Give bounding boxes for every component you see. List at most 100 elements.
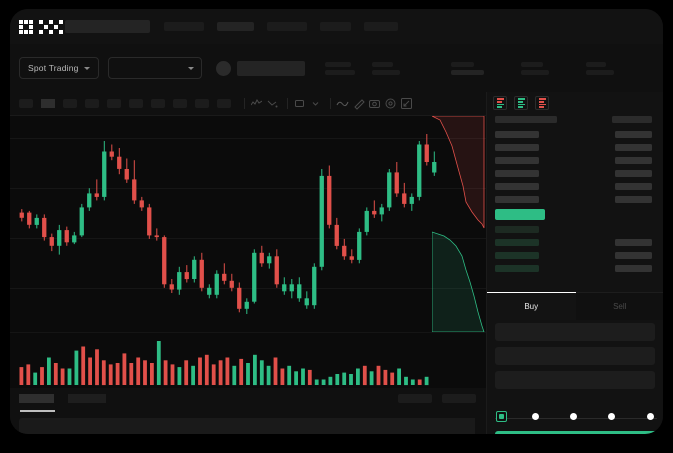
nav-item-0[interactable]	[164, 22, 204, 31]
stat-2	[450, 61, 484, 75]
tab-order-history[interactable]	[68, 394, 106, 403]
nav-item-4[interactable]	[364, 22, 398, 31]
pair-avatar	[215, 60, 231, 76]
orders-actions	[398, 394, 476, 403]
orders-action-1[interactable]	[442, 394, 476, 403]
timeframe-button-1[interactable]	[41, 99, 55, 108]
stat-label	[585, 61, 606, 67]
ask-row-size	[615, 183, 652, 190]
orders-panel	[10, 388, 486, 434]
tab-buy[interactable]: Buy	[487, 292, 576, 320]
template-icon[interactable]	[293, 97, 306, 110]
ask-row-price[interactable]	[495, 131, 539, 138]
ask-row-price[interactable]	[495, 170, 539, 177]
bid-row-price[interactable]	[495, 265, 539, 272]
pair-dropdown[interactable]	[107, 57, 202, 79]
nav-item-2[interactable]	[267, 22, 307, 31]
order-amount-field[interactable]	[495, 347, 655, 365]
toolbar-divider	[244, 98, 245, 109]
nav-item-3[interactable]	[320, 22, 351, 31]
tab-sell[interactable]: Sell	[575, 292, 663, 320]
ask-row-price[interactable]	[495, 144, 539, 151]
gridline	[10, 288, 486, 289]
orderbook-header-size	[612, 116, 652, 123]
candlestick-chart[interactable]	[10, 116, 486, 332]
timeframe-button-0[interactable]	[19, 99, 33, 108]
bid-row-price[interactable]	[495, 226, 539, 233]
stat-value	[450, 69, 484, 75]
stat-value	[520, 69, 549, 75]
wave-icon[interactable]	[336, 97, 349, 110]
chevron-down-icon	[83, 66, 90, 70]
depth-chart-overlay	[432, 116, 486, 332]
stat-label	[450, 61, 474, 67]
sub-header: Spot Trading	[10, 44, 663, 92]
settings-icon[interactable]	[384, 97, 397, 110]
dropdown-icon[interactable]	[309, 97, 322, 110]
ask-row-size	[615, 144, 652, 151]
stat-1	[371, 61, 400, 75]
bid-row-size	[615, 239, 652, 246]
step-dot-3[interactable]	[570, 413, 577, 420]
fullscreen-icon[interactable]	[400, 97, 413, 110]
depth-bid-area	[432, 231, 485, 332]
stat-value	[371, 69, 400, 75]
orderbook-bids-icon[interactable]	[514, 96, 528, 110]
step-dot-5[interactable]	[647, 413, 654, 420]
depth-ask-area	[432, 116, 485, 229]
timeframe-button-2[interactable]	[63, 99, 77, 108]
volume-series	[19, 341, 429, 386]
submit-order-button[interactable]	[495, 431, 657, 434]
camera-icon[interactable]	[368, 97, 381, 110]
market-type-dropdown[interactable]: Spot Trading	[19, 57, 99, 79]
step-dot-4[interactable]	[608, 413, 615, 420]
orderbook[interactable]	[487, 116, 663, 292]
okx-trading-app: Spot Trading	[10, 9, 663, 434]
chart-toolbar	[10, 92, 486, 116]
step-dot-2[interactable]	[532, 413, 539, 420]
timeframe-button-4[interactable]	[107, 99, 121, 108]
toolbar-divider	[330, 98, 331, 109]
gridline	[10, 188, 486, 189]
line-tool-icon[interactable]	[266, 97, 279, 110]
ask-row-price[interactable]	[495, 183, 539, 190]
stat-label	[324, 61, 351, 67]
toolbar-divider	[287, 98, 288, 109]
bid-row-price[interactable]	[495, 239, 539, 246]
bid-row-size	[615, 265, 652, 272]
orderbook-asks-icon[interactable]	[535, 96, 549, 110]
timeframe-button-6[interactable]	[151, 99, 165, 108]
ruler-icon[interactable]	[352, 97, 365, 110]
timeframe-button-8[interactable]	[195, 99, 209, 108]
bid-row-price[interactable]	[495, 252, 539, 259]
stat-label	[371, 61, 393, 67]
stat-label	[520, 61, 543, 67]
step-dot-1[interactable]	[496, 411, 507, 422]
nav-item-1[interactable]	[217, 22, 254, 31]
orders-table	[19, 418, 475, 434]
stat-4	[585, 61, 614, 75]
bid-row-size	[615, 252, 652, 259]
tab-open-orders[interactable]	[19, 394, 54, 403]
volume-chart[interactable]	[10, 332, 486, 388]
stat-0	[324, 61, 355, 75]
search-input[interactable]	[65, 20, 150, 33]
indicator-icon[interactable]	[250, 97, 263, 110]
device-screen: Spot Trading	[10, 9, 663, 434]
depth-series	[432, 116, 485, 332]
top-nav	[10, 9, 663, 44]
gridline	[10, 138, 486, 139]
order-total-field[interactable]	[495, 371, 655, 389]
timeframe-button-3[interactable]	[85, 99, 99, 108]
stat-value	[585, 69, 614, 75]
orderbook-both-icon[interactable]	[493, 96, 507, 110]
okx-logo[interactable]	[19, 19, 63, 34]
orders-action-0[interactable]	[398, 394, 432, 403]
timeframe-button-5[interactable]	[129, 99, 143, 108]
timeframe-button-9[interactable]	[217, 99, 231, 108]
order-price-field[interactable]	[495, 323, 655, 341]
ask-row-price[interactable]	[495, 196, 539, 203]
timeframe-button-7[interactable]	[173, 99, 187, 108]
ask-row-price[interactable]	[495, 157, 539, 164]
